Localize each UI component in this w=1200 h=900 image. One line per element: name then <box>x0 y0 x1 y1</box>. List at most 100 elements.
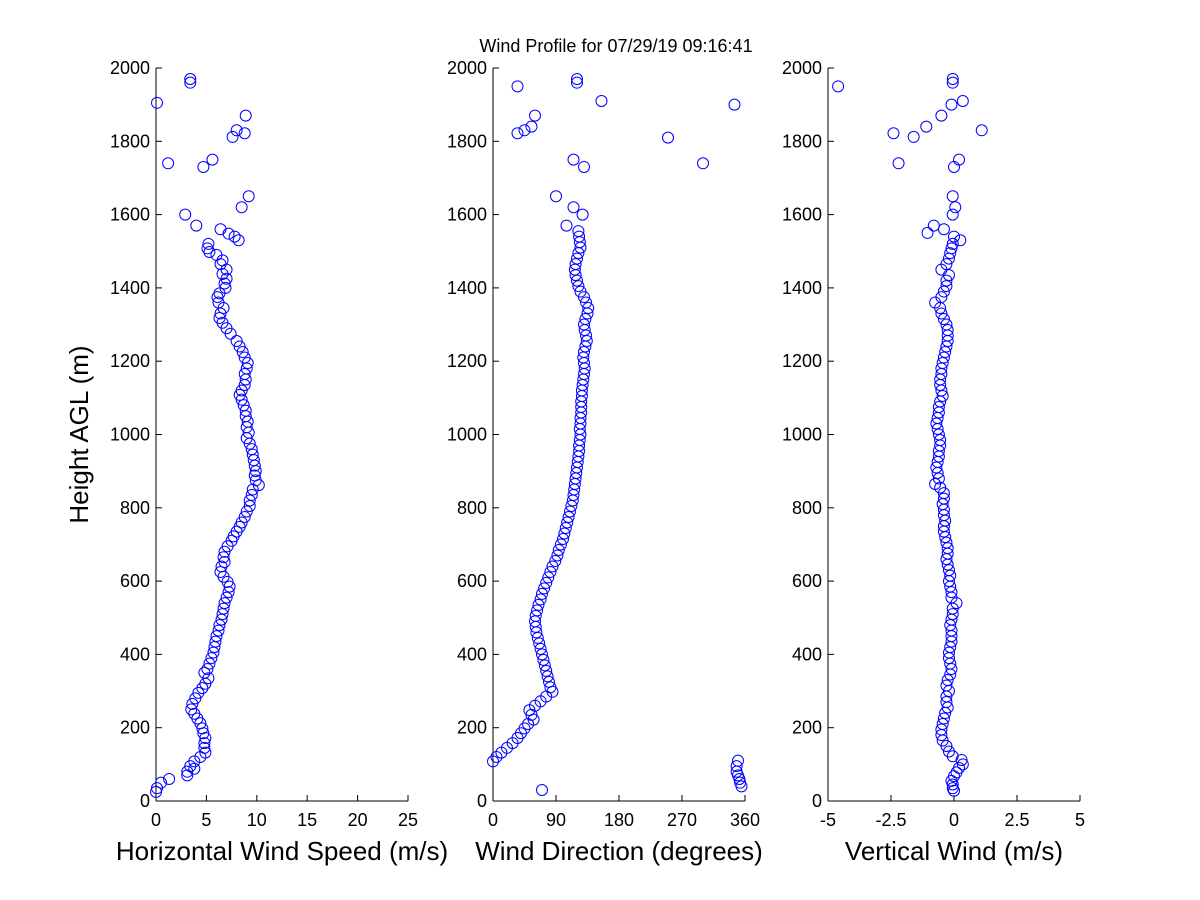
data-point <box>730 760 743 773</box>
x-tick-label: 20 <box>348 810 368 830</box>
data-point <box>487 755 499 768</box>
data-point <box>932 450 945 463</box>
data-point <box>533 637 546 650</box>
data-point <box>937 525 950 538</box>
data-point <box>554 538 567 551</box>
x-tick-label: 10 <box>247 810 267 830</box>
x-tick-label: 5 <box>1075 810 1085 830</box>
data-point <box>939 707 952 720</box>
data-point <box>940 340 953 353</box>
panel-vertical-wind: 0 200 400 600 800 1000 1200 1400 1600 1800 2000 -5 -… <box>782 58 1085 866</box>
y-tick-label: 400 <box>792 644 822 664</box>
y-tick-label: 200 <box>120 718 150 738</box>
data-point <box>571 76 583 89</box>
data-point <box>956 758 969 771</box>
data-point <box>190 219 203 232</box>
data-point <box>194 751 207 764</box>
data-point <box>212 624 225 637</box>
data-point <box>953 153 966 166</box>
data-point <box>537 653 550 666</box>
data-point <box>536 587 548 600</box>
data-point <box>832 80 845 93</box>
data-point <box>934 379 947 392</box>
x-tick-label: 90 <box>546 810 566 830</box>
data-point <box>944 668 957 681</box>
data-point <box>235 201 248 214</box>
data-point <box>937 285 950 298</box>
data-point <box>954 234 967 247</box>
y-tick-label: 1800 <box>447 131 487 151</box>
data-point <box>511 127 524 140</box>
data-point <box>578 291 590 304</box>
data-point <box>937 351 950 364</box>
data-point <box>920 120 933 133</box>
x-tick-label: -5 <box>820 810 836 830</box>
x-tick-label: 270 <box>667 810 697 830</box>
data-point <box>532 598 545 611</box>
data-point <box>930 417 943 430</box>
data-point <box>940 274 953 287</box>
data-point <box>940 553 953 566</box>
figure-title: Wind Profile for 07/29/19 09:16:41 <box>479 36 752 56</box>
data-point <box>940 280 953 293</box>
y-tick-label: 1000 <box>110 425 150 445</box>
data-point <box>215 613 228 626</box>
x-tick-label: 180 <box>604 810 634 830</box>
data-point <box>541 670 554 683</box>
data-point <box>945 663 958 676</box>
data-point <box>230 124 243 137</box>
data-point <box>887 127 900 140</box>
data-point <box>220 263 233 276</box>
data-point <box>565 499 578 512</box>
data-point <box>921 226 934 239</box>
data-point <box>236 346 249 359</box>
data-point <box>220 591 233 604</box>
data-point <box>578 160 590 173</box>
data-point <box>728 98 741 111</box>
y-tick-label: 1400 <box>782 278 822 298</box>
data-point <box>932 406 945 419</box>
y-tick-label: 1400 <box>110 278 150 298</box>
data-point <box>162 157 175 170</box>
data-point <box>240 432 253 445</box>
data-point <box>733 773 746 786</box>
y-tick-label: 600 <box>457 571 487 591</box>
data-point <box>948 230 960 243</box>
data-point <box>197 160 210 173</box>
y-tick-label: 1000 <box>782 425 822 445</box>
data-point <box>662 131 674 144</box>
x-tick-label: 5 <box>201 810 211 830</box>
data-point <box>213 619 226 632</box>
data-point <box>240 505 253 518</box>
data-point <box>192 686 205 699</box>
data-point <box>205 652 218 665</box>
data-point <box>530 626 543 639</box>
data-point <box>249 465 262 478</box>
data-point <box>233 340 246 353</box>
data-point <box>975 124 988 137</box>
data-point <box>531 631 544 644</box>
data-point <box>238 127 251 140</box>
y-tick-label: 600 <box>792 571 822 591</box>
data-point <box>552 543 565 556</box>
data-point <box>241 357 254 370</box>
data-point <box>558 527 571 540</box>
data-point <box>540 664 553 677</box>
x-tick-label: 0 <box>151 810 161 830</box>
data-point <box>216 608 229 621</box>
data-point <box>179 208 192 221</box>
y-tick-label: 1200 <box>447 351 487 371</box>
x-tick-label: 0 <box>488 810 498 830</box>
data-point <box>534 593 547 606</box>
data-point <box>546 560 559 573</box>
y-tick-label: 0 <box>812 791 822 811</box>
data-point <box>239 373 252 386</box>
data-point <box>937 223 950 236</box>
data-point <box>221 540 234 553</box>
data-point <box>567 201 580 214</box>
data-point <box>243 494 256 507</box>
data-point <box>697 157 709 170</box>
data-point <box>571 274 583 287</box>
data-point <box>582 302 595 315</box>
